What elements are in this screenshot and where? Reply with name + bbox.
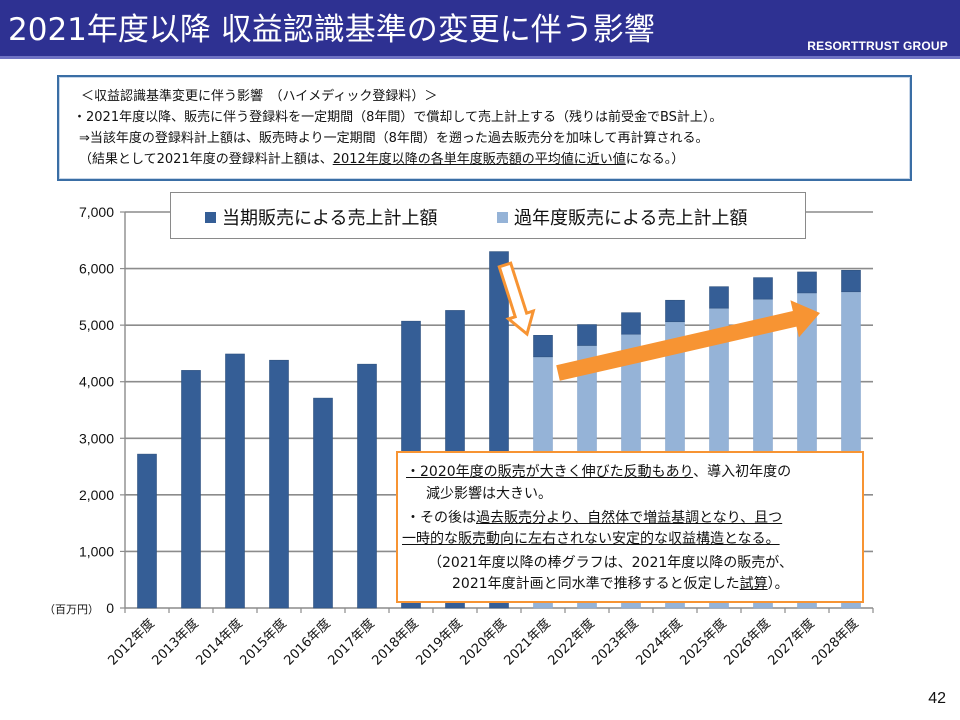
chart-legend: 当期販売による売上計上額 過年度販売による売上計上額	[170, 192, 806, 239]
legend-swatch-current	[205, 212, 216, 223]
x-tick-label: 2013年度	[149, 616, 202, 669]
info-line-4-suffix: になる。）	[625, 152, 685, 167]
y-tick-label: 7,000	[79, 204, 114, 220]
title-bar: 2021年度以降 収益認識基準の変更に伴う影響 RESORTTRUST GROU…	[0, 0, 960, 56]
x-tick-label: 2017年度	[325, 616, 378, 669]
callout-box: ・2020年度の販売が大きく伸びた反動もあり、導入初年度の 減少影響は大きい。 …	[396, 451, 864, 603]
callout-line-2: 減少影響は大きい。	[426, 486, 552, 502]
x-tick-label: 2019年度	[413, 616, 466, 669]
callout-line-3: ・その後は過去販売分より、自然体で増益基調となり、且つ	[406, 507, 782, 527]
bar-current-sales	[665, 299, 685, 323]
callout-line-4: 一時的な販売動向に左右されない安定的な収益構造となる。	[402, 528, 780, 548]
x-tick-label: 2027年度	[765, 616, 818, 669]
y-tick-label: 0	[106, 600, 114, 616]
growth-trend-arrow-icon	[556, 300, 821, 381]
x-tick-label: 2022年度	[545, 616, 598, 669]
info-line-4-underlined: 2012年度以降の各単年度販売額の平均値に近い値	[332, 152, 626, 167]
callout-line-6: 2021年度計画と同水準で推移すると仮定した試算）。	[452, 573, 789, 593]
y-tick-label: 1,000	[79, 543, 114, 559]
bar-current-sales	[797, 271, 817, 294]
info-heading: ＜収益認識基準変更に伴う影響 （ハイメディック登録料）＞	[81, 89, 438, 104]
bar-current-sales	[313, 397, 333, 609]
callout-line-1: ・2020年度の販売が大きく伸びた反動もあり、導入初年度の	[406, 461, 791, 481]
bar-current-sales	[269, 359, 289, 609]
x-tick-label: 2018年度	[369, 616, 422, 669]
callout-line-5: （2021年度以降の棒グラフは、2021年度以降の販売が、	[428, 555, 793, 571]
bar-current-sales	[753, 277, 773, 300]
callout-line-6-suffix: ）。	[767, 576, 789, 592]
x-tick-label: 2023年度	[589, 616, 642, 669]
header-divider	[0, 56, 960, 59]
y-tick-label: 3,000	[79, 430, 114, 446]
bar-current-sales	[181, 370, 201, 609]
callout-line-3-underlined: 過去販売分より、自然体で増益基調となり、且つ	[476, 510, 783, 526]
callout-line-6-underlined: 試算	[739, 576, 768, 592]
bar-current-sales	[533, 335, 553, 358]
x-tick-label: 2015年度	[237, 616, 290, 669]
x-tick-label: 2014年度	[193, 616, 246, 669]
x-tick-label: 2012年度	[105, 616, 158, 669]
callout-line-3-prefix: ・その後は	[406, 510, 476, 526]
x-tick-label: 2016年度	[281, 616, 334, 669]
legend-item-current: 当期販売による売上計上額	[205, 204, 437, 230]
x-tick-label: 2024年度	[633, 616, 686, 669]
y-tick-label: 2,000	[79, 487, 114, 503]
bar-current-sales	[577, 324, 597, 346]
legend-label-past: 過年度販売による売上計上額	[514, 208, 748, 229]
page-title: 2021年度以降 収益認識基準の変更に伴う影響	[8, 12, 655, 48]
info-box: ＜収益認識基準変更に伴う影響 （ハイメディック登録料）＞ ・2021年度以降、販…	[57, 75, 912, 181]
info-line-4-prefix: （結果として2021年度の登録料計上額は、	[79, 152, 333, 167]
x-tick-label: 2021年度	[501, 616, 554, 669]
callout-line-4-underlined: 一時的な販売動向に左右されない安定的な収益構造となる。	[402, 531, 780, 547]
bar-current-sales	[621, 312, 641, 335]
callout-line-1-underlined: ・2020年度の販売が大きく伸びた反動もあり	[406, 464, 694, 480]
x-tick-label: 2026年度	[721, 616, 774, 669]
info-line-4: （結果として2021年度の登録料計上額は、2012年度以降の各単年度販売額の平均…	[79, 148, 684, 167]
y-tick-label: 5,000	[79, 317, 114, 333]
y-axis-unit-label: （百万円）	[44, 603, 99, 616]
legend-swatch-past	[497, 212, 508, 223]
bar-current-sales	[137, 453, 157, 609]
bar-current-sales	[709, 286, 729, 309]
growth-arrow-shape	[556, 300, 821, 381]
decline-arrow-icon	[497, 261, 536, 337]
decline-arrow-shape	[497, 261, 536, 337]
bar-current-sales	[841, 269, 861, 293]
info-line-3: ⇒当該年度の登録料計上額は、販売時より一定期間（8年間）を遡った過去販売分を加味…	[79, 131, 709, 146]
brand-logo-text: RESORTTRUST GROUP	[807, 39, 948, 53]
bar-current-sales	[225, 353, 245, 609]
legend-label-current: 当期販売による売上計上額	[222, 208, 438, 229]
page-number: 42	[928, 690, 946, 707]
legend-item-past: 過年度販売による売上計上額	[497, 204, 747, 230]
callout-line-1-rest: 、導入初年度の	[693, 464, 792, 480]
info-line-2: ・2021年度以降、販売に伴う登録料を一定期間（8年間）で償却して売上計上する（…	[73, 110, 723, 125]
y-tick-label: 4,000	[79, 374, 114, 390]
x-tick-label: 2028年度	[809, 616, 862, 669]
y-tick-label: 6,000	[79, 261, 114, 277]
x-tick-label: 2020年度	[457, 616, 510, 669]
callout-line-6-prefix: 2021年度計画と同水準で推移すると仮定した	[452, 576, 740, 592]
bar-current-sales	[357, 363, 377, 609]
x-tick-label: 2025年度	[677, 616, 730, 669]
